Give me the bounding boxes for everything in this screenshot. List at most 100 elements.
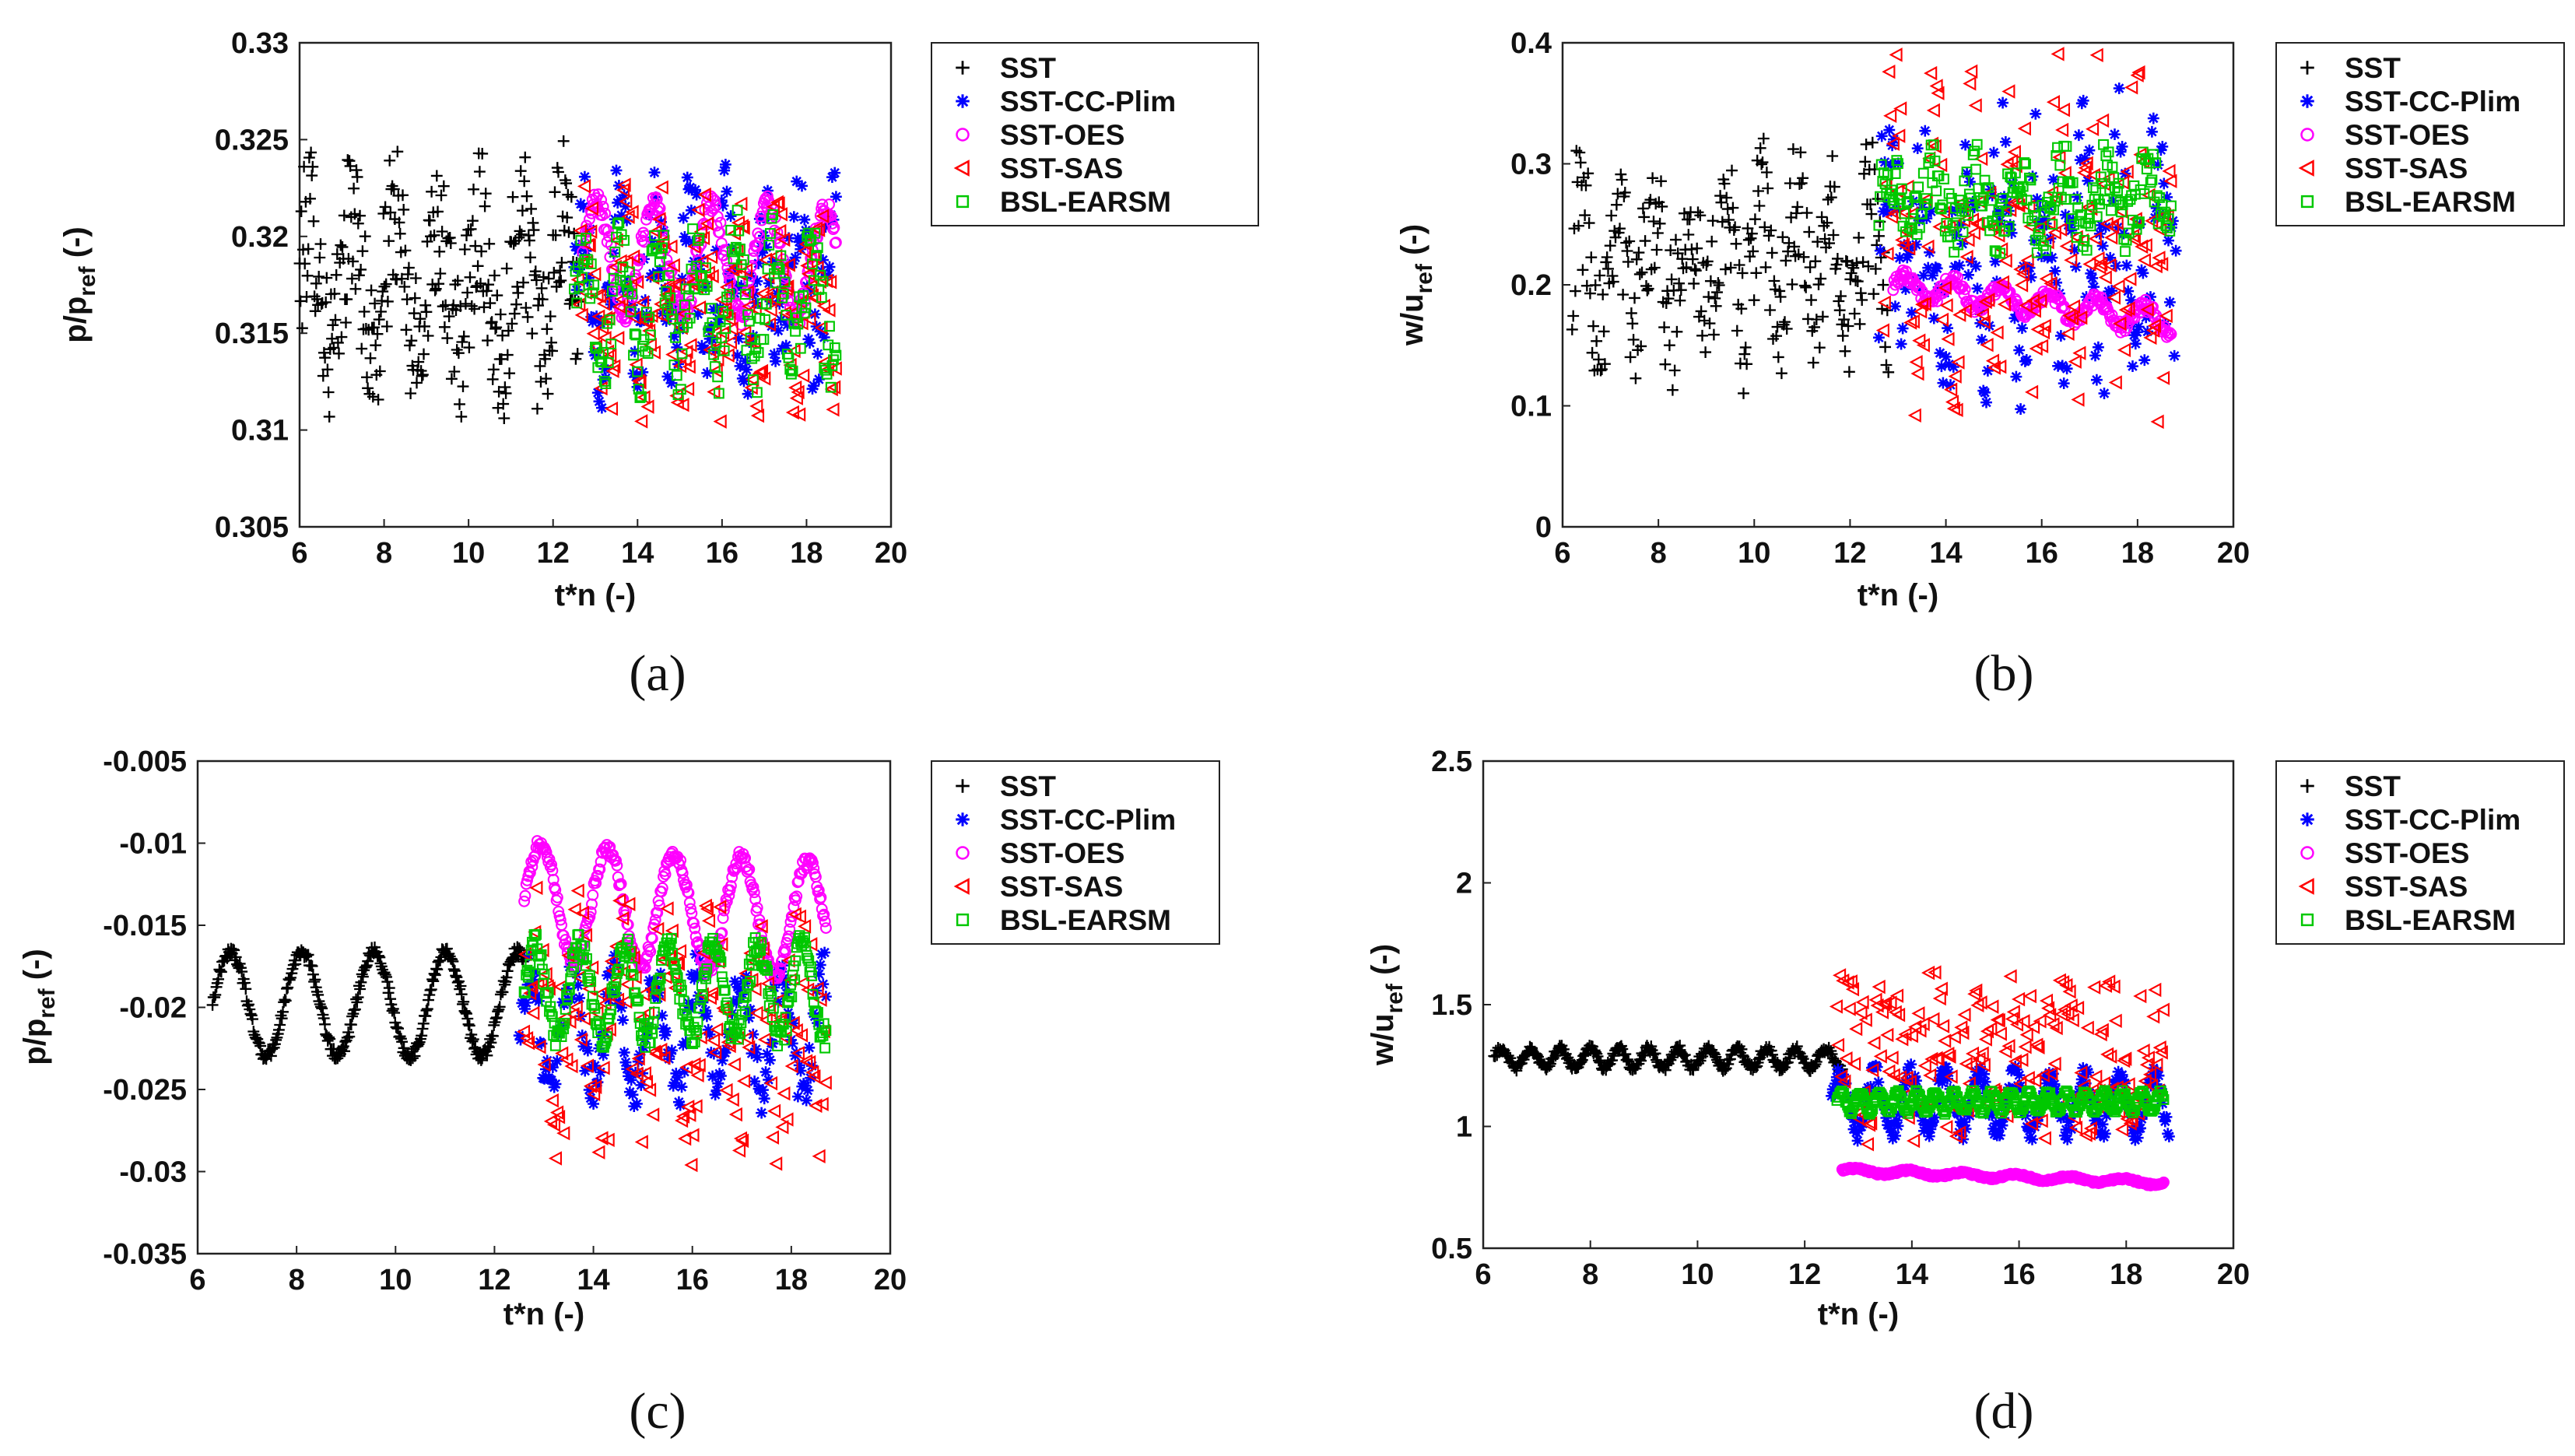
y-tick-label: 0.1 — [1510, 391, 1552, 423]
x-tick-label: 12 — [537, 537, 570, 570]
x-tick-label: 12 — [478, 1264, 510, 1296]
data-point — [763, 1053, 777, 1068]
data-point — [813, 958, 827, 972]
panel-label-a: (a) — [629, 645, 686, 702]
data-point — [2125, 359, 2140, 374]
y-tick-label: -0.035 — [103, 1238, 187, 1271]
y-axis-title-c: p/pref (-) — [18, 949, 60, 1065]
data-point — [798, 212, 812, 226]
x-tick-label: 8 — [1651, 537, 1667, 570]
x-tick-label: 6 — [189, 1264, 205, 1296]
x-tick-label: 10 — [1738, 537, 1770, 570]
y-tick-label: 0.305 — [215, 511, 289, 544]
legend-label: SST-SAS — [1000, 153, 1123, 184]
data-point — [757, 1091, 771, 1106]
data-point — [1970, 281, 1984, 296]
data-point — [2145, 125, 2159, 139]
data-point — [2015, 321, 2029, 335]
data-point — [817, 946, 832, 960]
x-tick-label: 18 — [2121, 537, 2154, 570]
legend-label: SST-CC-Plim — [2345, 86, 2521, 118]
data-point — [1987, 146, 2001, 160]
data-point — [1992, 1128, 2007, 1142]
data-point — [2047, 264, 2062, 279]
data-point — [2076, 93, 2090, 108]
data-point — [675, 1079, 689, 1094]
legend-label: SST — [1000, 770, 1056, 802]
panel-label-b: (b) — [1974, 645, 2034, 702]
data-point — [2072, 128, 2086, 142]
x-tick-label: 14 — [577, 1264, 609, 1296]
x-tick-label: 6 — [291, 537, 307, 570]
data-point — [811, 346, 825, 361]
data-point — [2131, 1131, 2145, 1145]
x-axis-title-b: t*n (-) — [1858, 578, 1938, 612]
data-point — [2167, 349, 2181, 363]
x-tick-label: 8 — [289, 1264, 305, 1296]
x-axis-title-c: t*n (-) — [503, 1297, 584, 1331]
data-point — [2091, 340, 2106, 354]
data-point — [2097, 386, 2111, 401]
data-point — [768, 354, 783, 369]
y-tick-label: 0.325 — [215, 124, 289, 156]
data-point — [724, 209, 738, 223]
data-point — [756, 1082, 770, 1097]
y-tick-label: -0.03 — [119, 1156, 187, 1189]
x-tick-label: 20 — [2217, 537, 2250, 570]
data-point — [2029, 107, 2043, 121]
x-tick-label: 18 — [790, 537, 823, 570]
data-point — [581, 1044, 595, 1058]
data-point — [647, 165, 661, 180]
data-point — [2136, 266, 2150, 280]
data-point — [549, 1077, 563, 1091]
data-point — [2107, 127, 2122, 142]
data-point — [2159, 1110, 2173, 1124]
data-point — [665, 1044, 679, 1058]
data-point — [718, 157, 733, 172]
data-point — [1930, 261, 1944, 275]
data-point — [714, 1068, 728, 1083]
x-ticks-b: 6 8 10 12 14 16 18 20 — [1554, 519, 2250, 570]
y-tick-label: -0.01 — [119, 828, 187, 861]
data-point — [720, 184, 734, 198]
legend-label: BSL-EARSM — [1000, 186, 1171, 218]
data-point — [1894, 337, 1908, 351]
x-tick-label: 14 — [621, 537, 654, 570]
y-tick-label: -0.005 — [103, 746, 187, 778]
legend-label: SST-CC-Plim — [1000, 804, 1176, 836]
data-point — [2115, 139, 2129, 154]
data-point — [754, 1106, 769, 1120]
data-point — [2146, 111, 2161, 125]
y-tick-label: 0.33 — [231, 27, 289, 60]
data-point — [1888, 1128, 1903, 1143]
legend-marker — [954, 811, 971, 828]
y-tick-label: -0.025 — [103, 1074, 187, 1107]
data-point — [801, 1083, 815, 1097]
legend-label: SST-SAS — [1000, 871, 1123, 903]
legend-label: BSL-EARSM — [2345, 186, 2516, 218]
data-point — [1872, 1075, 1886, 1089]
data-point — [680, 170, 695, 184]
data-point — [2025, 1132, 2040, 1146]
data-point — [1952, 258, 1966, 272]
panel-a: 6 8 10 12 14 16 18 20 0.3050.310.3150.320.3250.… — [58, 27, 1259, 702]
data-point — [2162, 1129, 2177, 1144]
data-point — [2096, 239, 2110, 253]
data-point — [2012, 343, 2026, 357]
x-ticks-a: 6 8 10 12 14 16 18 20 — [291, 519, 907, 570]
legend-box-b — [2275, 42, 2565, 226]
x-tick-label: 10 — [452, 537, 485, 570]
legend-marker — [954, 93, 971, 110]
data-point — [1998, 135, 2013, 149]
data-point — [1977, 385, 1992, 400]
data-point — [586, 1096, 601, 1111]
y-axis-title-b: w/uref (-) — [1395, 224, 1437, 346]
panel-c: 6 8 10 12 14 16 18 20 -0.035-0.03-0.025-0.02-0.… — [18, 746, 1220, 1440]
data-point — [2082, 143, 2096, 157]
panel-label-c: (c) — [629, 1383, 686, 1440]
legend-label: SST-OES — [1000, 837, 1124, 869]
data-point — [630, 1096, 644, 1111]
legend-label: SST-OES — [2345, 119, 2469, 151]
